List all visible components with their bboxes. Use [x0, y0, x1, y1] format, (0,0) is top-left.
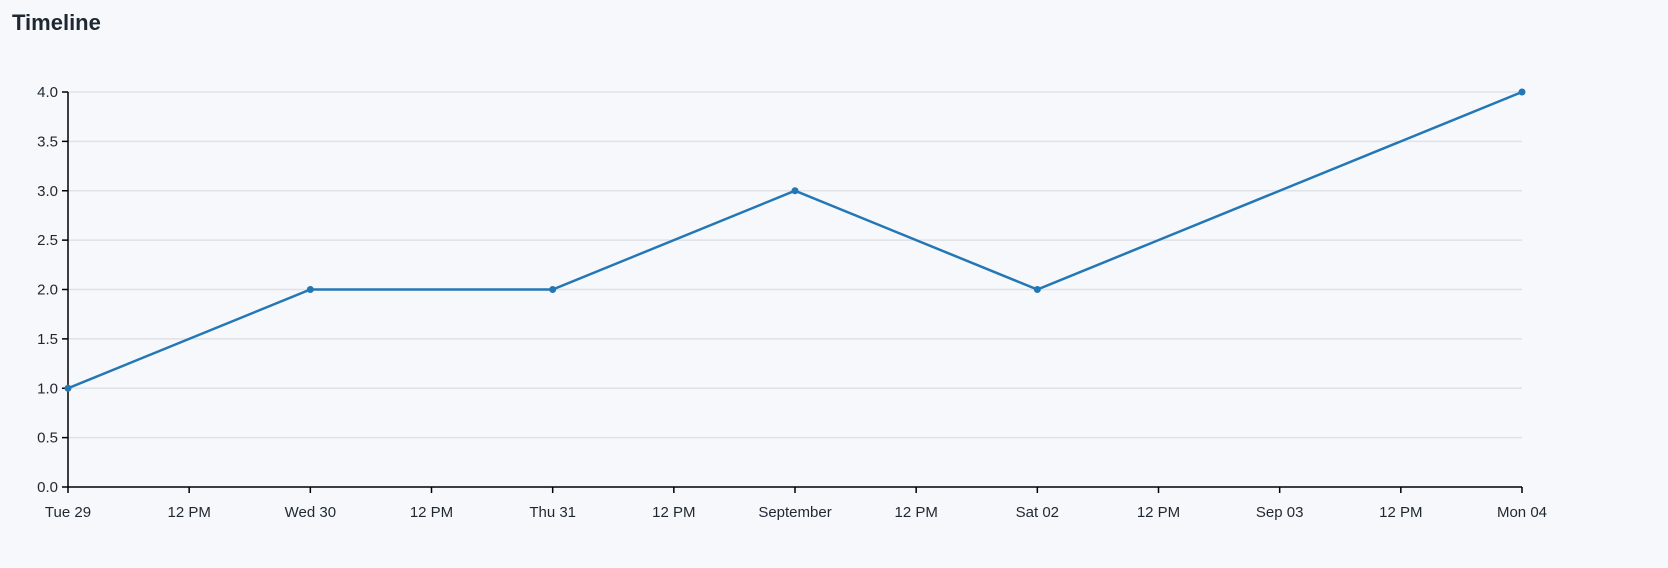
x-tick-label: Mon 04: [1497, 504, 1547, 521]
data-point: [1518, 88, 1526, 96]
x-tick-label: 12 PM: [167, 504, 210, 521]
x-tick-label: September: [758, 504, 831, 521]
y-tick-label: 4.0: [37, 84, 58, 101]
series-line: [67, 90, 1523, 390]
x-tick-label: Tue 29: [45, 504, 91, 521]
x-tick-label: 12 PM: [1379, 504, 1422, 521]
x-tick-label: Sep 03: [1256, 504, 1304, 521]
x-tick-label: 12 PM: [894, 504, 937, 521]
y-tick-label: 1.0: [37, 380, 58, 397]
y-tick-label: 2.0: [37, 282, 58, 299]
x-tick-label: Thu 31: [529, 504, 576, 521]
data-point: [64, 384, 72, 392]
data-point: [549, 286, 557, 293]
data-point: [791, 187, 799, 195]
x-tick-label: 12 PM: [1137, 504, 1180, 521]
x-tick-label: 12 PM: [410, 504, 453, 521]
y-tick-label: 1.5: [37, 331, 58, 348]
x-tick-label: 12 PM: [652, 504, 695, 521]
data-point: [306, 286, 314, 293]
x-tick-label: Sat 02: [1016, 504, 1059, 521]
chart-title: Timeline: [12, 10, 101, 35]
x-tick-label: Wed 30: [285, 504, 336, 521]
y-tick-label: 0.0: [37, 479, 58, 496]
y-tick-label: 3.0: [37, 183, 58, 200]
y-tick-label: 2.5: [37, 232, 58, 249]
data-point: [1033, 286, 1041, 293]
y-tick-label: 0.5: [37, 430, 58, 447]
y-tick-label: 3.5: [37, 133, 58, 150]
